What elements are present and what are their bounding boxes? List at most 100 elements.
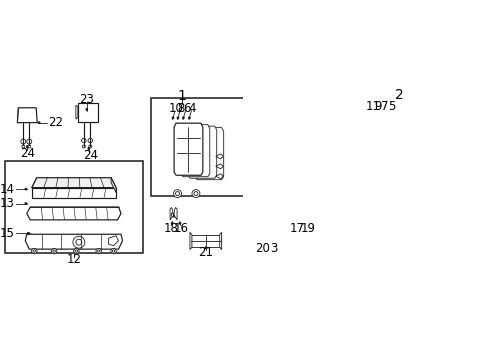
Bar bbox=[5, 161, 142, 253]
Polygon shape bbox=[171, 207, 177, 220]
Circle shape bbox=[88, 138, 92, 143]
Polygon shape bbox=[171, 222, 172, 224]
Polygon shape bbox=[266, 230, 271, 240]
Circle shape bbox=[386, 185, 389, 189]
Text: 14: 14 bbox=[0, 183, 15, 195]
Polygon shape bbox=[387, 126, 414, 176]
Text: 2: 2 bbox=[394, 88, 403, 102]
Circle shape bbox=[369, 185, 373, 189]
Polygon shape bbox=[215, 154, 223, 159]
Circle shape bbox=[81, 138, 86, 143]
Polygon shape bbox=[88, 148, 90, 150]
Polygon shape bbox=[298, 207, 304, 220]
Text: 7: 7 bbox=[380, 100, 387, 113]
Polygon shape bbox=[368, 116, 370, 118]
Polygon shape bbox=[177, 117, 179, 119]
Text: 24: 24 bbox=[82, 149, 98, 162]
Circle shape bbox=[74, 248, 79, 254]
Text: 23: 23 bbox=[79, 93, 94, 106]
Polygon shape bbox=[181, 125, 209, 177]
Polygon shape bbox=[297, 222, 299, 224]
Polygon shape bbox=[78, 103, 98, 122]
Polygon shape bbox=[219, 232, 221, 249]
Text: 3: 3 bbox=[269, 242, 277, 255]
Polygon shape bbox=[380, 116, 382, 118]
Circle shape bbox=[76, 239, 81, 245]
Polygon shape bbox=[271, 242, 273, 244]
Circle shape bbox=[175, 192, 179, 195]
Circle shape bbox=[53, 250, 55, 252]
Polygon shape bbox=[374, 116, 376, 118]
Polygon shape bbox=[368, 122, 395, 171]
Polygon shape bbox=[111, 178, 116, 193]
Polygon shape bbox=[32, 188, 116, 198]
Text: 21: 21 bbox=[198, 246, 213, 258]
Circle shape bbox=[82, 145, 85, 148]
Circle shape bbox=[33, 250, 36, 252]
Text: 6: 6 bbox=[183, 102, 190, 115]
Polygon shape bbox=[189, 232, 192, 249]
Circle shape bbox=[194, 192, 198, 195]
Text: 5: 5 bbox=[387, 100, 394, 113]
Polygon shape bbox=[28, 233, 30, 234]
Circle shape bbox=[97, 250, 100, 252]
Polygon shape bbox=[183, 117, 184, 119]
Bar bbox=[151, 98, 281, 196]
Circle shape bbox=[73, 236, 84, 248]
Text: 10: 10 bbox=[168, 102, 183, 115]
Polygon shape bbox=[170, 207, 176, 220]
Circle shape bbox=[27, 139, 32, 144]
Circle shape bbox=[192, 190, 200, 198]
Polygon shape bbox=[27, 207, 121, 220]
Polygon shape bbox=[25, 188, 27, 190]
Circle shape bbox=[28, 145, 31, 148]
Text: 9: 9 bbox=[374, 100, 382, 113]
Text: 13: 13 bbox=[0, 197, 15, 210]
Text: 4: 4 bbox=[188, 102, 196, 115]
Circle shape bbox=[111, 248, 116, 254]
Circle shape bbox=[384, 184, 391, 190]
Polygon shape bbox=[204, 247, 206, 249]
Polygon shape bbox=[26, 145, 28, 148]
Polygon shape bbox=[172, 117, 174, 119]
Polygon shape bbox=[76, 105, 78, 119]
Text: 19: 19 bbox=[301, 222, 315, 235]
Polygon shape bbox=[215, 174, 223, 179]
Text: 1: 1 bbox=[177, 89, 185, 103]
Circle shape bbox=[21, 139, 26, 144]
Polygon shape bbox=[374, 123, 402, 173]
Polygon shape bbox=[32, 178, 116, 188]
Polygon shape bbox=[188, 117, 190, 119]
Polygon shape bbox=[306, 222, 308, 224]
Text: 18: 18 bbox=[163, 222, 178, 235]
Polygon shape bbox=[263, 230, 267, 240]
Circle shape bbox=[75, 250, 78, 252]
Circle shape bbox=[51, 248, 57, 254]
Text: 12: 12 bbox=[66, 253, 81, 266]
Polygon shape bbox=[174, 123, 203, 175]
Polygon shape bbox=[263, 242, 264, 244]
Polygon shape bbox=[38, 122, 40, 123]
Bar bbox=[339, 99, 457, 193]
Polygon shape bbox=[86, 109, 87, 111]
Circle shape bbox=[22, 145, 25, 148]
Text: 17: 17 bbox=[289, 222, 305, 235]
Text: 8: 8 bbox=[177, 102, 184, 115]
Circle shape bbox=[89, 145, 92, 148]
Circle shape bbox=[31, 248, 37, 254]
Polygon shape bbox=[17, 108, 37, 123]
Text: 11: 11 bbox=[365, 100, 380, 113]
Circle shape bbox=[96, 248, 101, 254]
Polygon shape bbox=[297, 207, 303, 220]
Text: 20: 20 bbox=[255, 242, 270, 255]
Text: 15: 15 bbox=[0, 227, 15, 240]
Text: 22: 22 bbox=[48, 116, 63, 129]
Text: 24: 24 bbox=[20, 147, 35, 161]
Polygon shape bbox=[108, 236, 118, 246]
Circle shape bbox=[173, 190, 181, 198]
Polygon shape bbox=[195, 128, 223, 180]
Text: 16: 16 bbox=[173, 222, 188, 235]
Polygon shape bbox=[386, 116, 388, 118]
Polygon shape bbox=[187, 126, 216, 178]
Polygon shape bbox=[179, 222, 181, 224]
